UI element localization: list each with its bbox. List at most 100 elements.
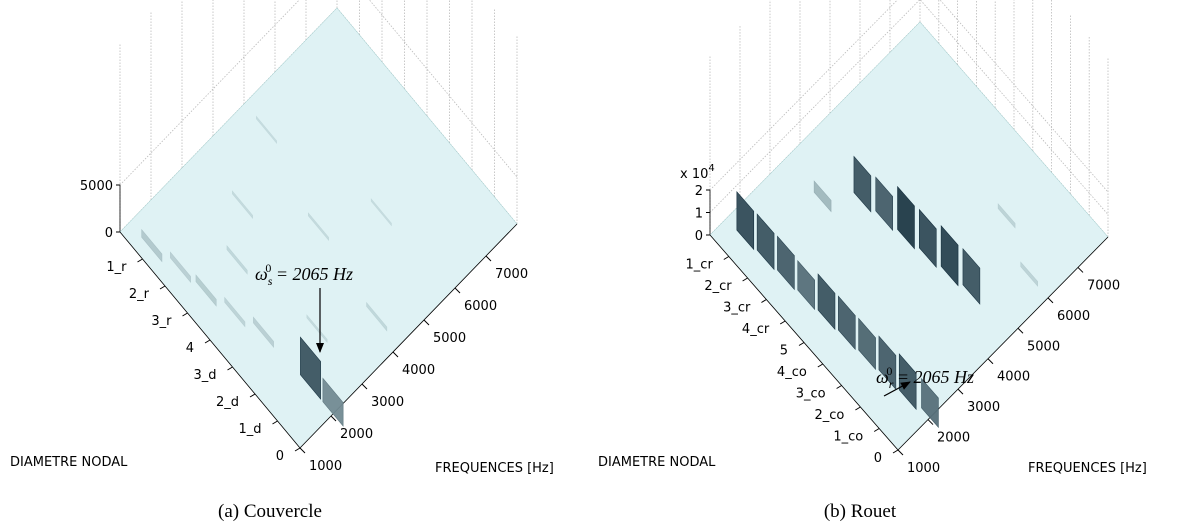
- y-axis-label: DIAMETRE NODAL: [598, 455, 716, 470]
- y-tick-label: 4_co: [777, 365, 807, 380]
- y-tick-label: 2_cr: [704, 279, 732, 294]
- annotation-text: = 2065 Hz: [271, 264, 353, 284]
- y-tick: [272, 420, 278, 425]
- y-tick-label: 2_co: [815, 408, 845, 423]
- y-tick-label: 1_cr: [686, 258, 714, 273]
- y-tick-label: 3_r: [151, 314, 172, 329]
- peak: [858, 317, 876, 371]
- y-tick-label: 4: [186, 341, 194, 356]
- y-tick: [779, 320, 786, 325]
- z-tick-label: 0: [695, 229, 703, 244]
- caption: (a) Couvercle: [218, 501, 322, 522]
- x-tick-label: 4000: [402, 363, 435, 378]
- x-tick: [485, 255, 492, 262]
- peak: [756, 213, 775, 271]
- y-tick: [817, 363, 824, 368]
- peak: [141, 228, 163, 263]
- y-tick: [159, 285, 166, 290]
- x-tick: [1047, 297, 1054, 304]
- peak: [224, 296, 246, 328]
- peak: [962, 247, 981, 305]
- peak: [853, 155, 872, 213]
- peak: [797, 259, 815, 311]
- x-tick-label: 1000: [309, 459, 342, 474]
- y-tick-label: 0: [276, 449, 284, 464]
- x-tick-label: 5000: [433, 331, 466, 346]
- y-tick: [227, 366, 233, 371]
- peak: [875, 176, 893, 232]
- peak: [253, 316, 274, 348]
- x-tick-label: 6000: [1057, 309, 1090, 324]
- x-tick: [330, 415, 337, 422]
- peak: [300, 336, 321, 400]
- grid-line: [709, 0, 1109, 193]
- peak: [838, 295, 856, 351]
- y-tick: [137, 258, 143, 263]
- peak: [919, 208, 937, 268]
- y-tick: [723, 256, 730, 260]
- peak: [921, 377, 939, 429]
- x-tick: [897, 449, 904, 456]
- x-tick: [299, 447, 306, 454]
- y-tick: [873, 428, 880, 432]
- peak: [322, 377, 344, 427]
- peak: [817, 273, 836, 331]
- y-tick: [204, 339, 211, 344]
- peak: [897, 185, 915, 250]
- peak: [1020, 261, 1038, 287]
- peak: [256, 115, 277, 144]
- peak: [226, 245, 248, 275]
- x-tick: [454, 287, 461, 294]
- y-tick-label: 3_cr: [723, 301, 751, 316]
- annotation: ωr0 = 2065 Hz: [876, 364, 974, 391]
- peak: [940, 224, 959, 287]
- y-tick: [761, 299, 767, 303]
- peak: [308, 212, 329, 241]
- back-wall: [120, 0, 337, 232]
- x-tick: [1077, 267, 1084, 273]
- x-tick: [987, 358, 994, 365]
- y-tick-label: 1_d: [238, 422, 261, 437]
- y-tick: [742, 277, 748, 282]
- caption: (b) Rouet: [824, 501, 897, 522]
- y-tick: [798, 342, 805, 346]
- x-axis-label: FREQUENCES [Hz]: [1028, 461, 1147, 476]
- x-tick: [361, 383, 368, 390]
- peak: [736, 191, 755, 251]
- annotation-sub: r: [889, 377, 894, 391]
- annotation-text: = 2065 Hz: [892, 367, 974, 387]
- x-tick-label: 2000: [340, 427, 373, 442]
- back-wall: [710, 0, 920, 235]
- x-tick-label: 1000: [907, 461, 940, 476]
- y-tick: [294, 447, 301, 452]
- x-tick: [957, 388, 964, 395]
- y-tick-label: 2_d: [216, 395, 239, 410]
- y-tick-label: 1_co: [833, 430, 863, 445]
- z-multiplier: x 104: [680, 163, 715, 182]
- peak: [195, 274, 217, 307]
- x-tick-label: 7000: [1087, 278, 1120, 293]
- peak: [878, 335, 897, 391]
- y-tick-label: 5: [780, 344, 788, 359]
- z-tick-label: 1: [695, 207, 703, 222]
- peak: [170, 251, 191, 283]
- z-tick-label: 5000: [80, 179, 113, 194]
- peak: [370, 198, 392, 227]
- x-tick-label: 3000: [371, 395, 404, 410]
- y-tick-label: 1_r: [106, 260, 127, 275]
- x-tick: [423, 319, 430, 326]
- x-tick-label: 3000: [967, 400, 1000, 415]
- grid-line: [119, 0, 518, 186]
- y-tick: [182, 312, 188, 317]
- y-tick: [855, 406, 861, 411]
- y-tick-label: 3_d: [193, 368, 216, 383]
- x-tick: [927, 419, 934, 425]
- x-tick-label: 7000: [495, 267, 528, 282]
- annotation-sup: 0: [886, 364, 892, 378]
- annotation-arrow: [883, 381, 911, 397]
- x-tick-label: 2000: [937, 431, 970, 446]
- z-tick-label: 0: [105, 226, 113, 241]
- annotation: ωs0 = 2065 Hz: [255, 261, 353, 288]
- y-tick: [836, 385, 842, 389]
